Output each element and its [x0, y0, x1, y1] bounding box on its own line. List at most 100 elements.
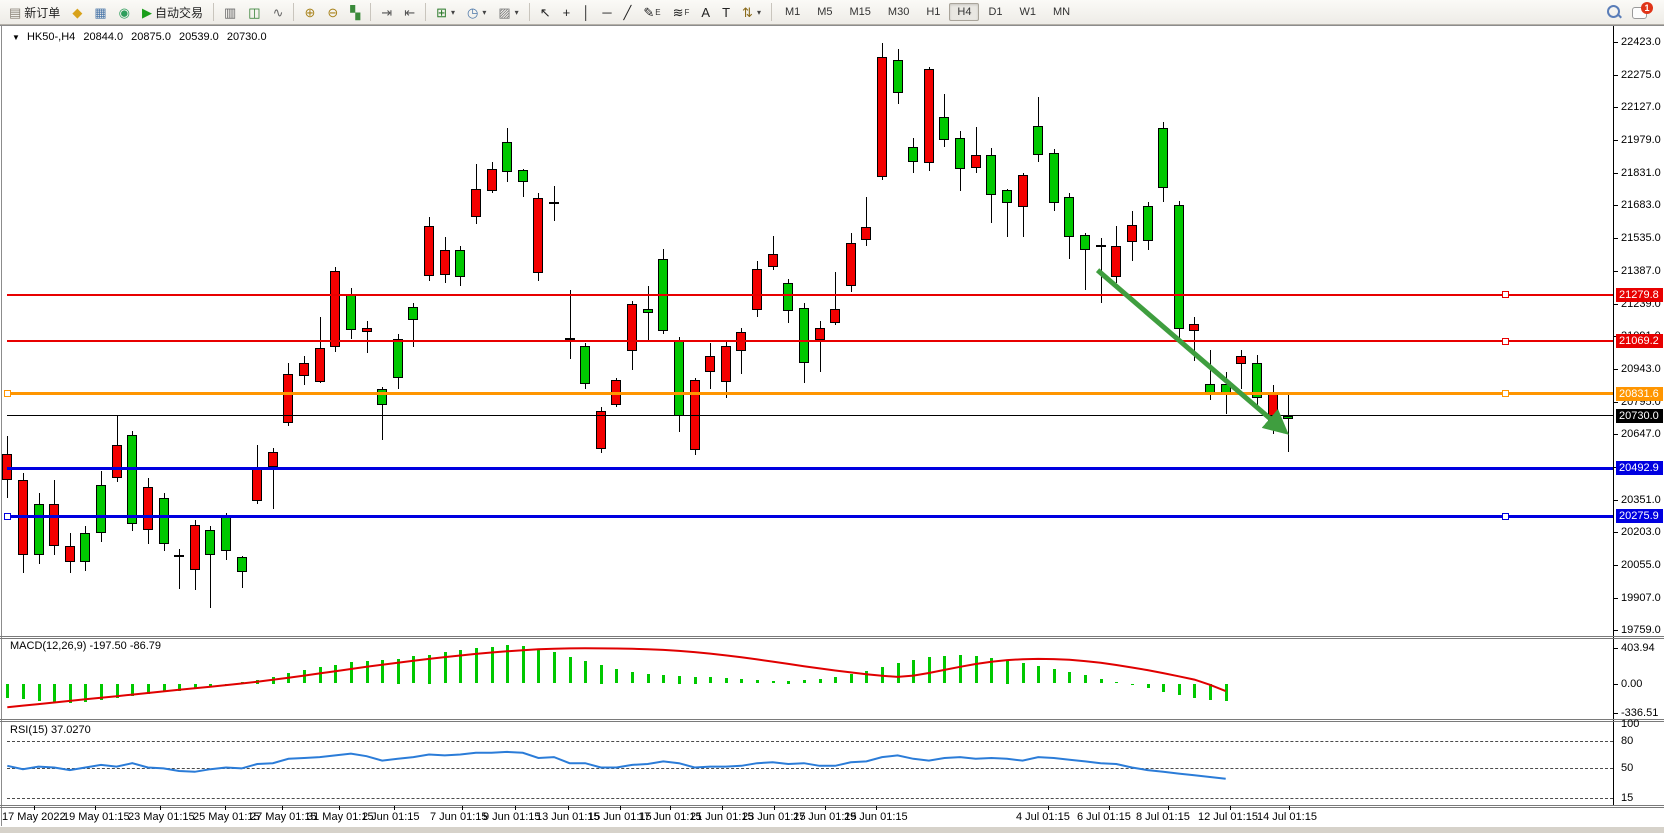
- template-button[interactable]: ▨ ▾: [493, 0, 523, 24]
- time-tick-label: 21 Jun 01:15: [690, 811, 754, 823]
- macd-bar: [850, 674, 853, 684]
- symbol-dropdown-icon[interactable]: ▼: [12, 33, 20, 42]
- price-line[interactable]: [7, 340, 1613, 342]
- text-label-icon: T: [722, 4, 731, 20]
- toolbar-separator: [770, 3, 772, 21]
- macd-bar: [787, 681, 790, 684]
- horizontal-line-icon: ─: [602, 4, 612, 20]
- autotrading-button[interactable]: ▶ 自动交易: [137, 0, 208, 24]
- dropdown-caret-icon[interactable]: ▾: [451, 7, 456, 17]
- macd-bar: [662, 675, 665, 684]
- new-order-button[interactable]: ▤ 新订单: [4, 0, 65, 24]
- macd-bar: [1022, 663, 1025, 684]
- candle-wick: [820, 321, 821, 372]
- macd-bar: [537, 648, 540, 684]
- timeframe-mn[interactable]: MN: [1053, 6, 1071, 18]
- price-tick: [1613, 140, 1618, 141]
- timeframe-m1[interactable]: M1: [784, 6, 801, 18]
- line-anchor-square[interactable]: [1502, 291, 1509, 298]
- notifications-button[interactable]: 1: [1632, 2, 1653, 20]
- pane-separator[interactable]: [0, 636, 1664, 637]
- rsi-tick-label: 15: [1621, 792, 1634, 804]
- horizontal-line-button[interactable]: ─: [597, 0, 616, 24]
- time-tick-label: 23 May 01:15: [128, 811, 195, 823]
- price-line[interactable]: [7, 294, 1613, 296]
- dropdown-caret-icon[interactable]: ▾: [514, 7, 519, 17]
- crosshair-button[interactable]: +: [558, 0, 576, 24]
- timeframe-m5[interactable]: M5: [817, 6, 833, 18]
- time-tick: [1289, 806, 1290, 810]
- channel-button[interactable]: ✎ E: [638, 0, 665, 24]
- fibonacci-button[interactable]: ≋ F: [668, 0, 695, 24]
- candle: [174, 555, 184, 558]
- line-anchor-square[interactable]: [4, 513, 11, 520]
- macd-bar: [584, 661, 587, 684]
- text-button[interactable]: A: [696, 0, 715, 24]
- new-chart-button[interactable]: ▦: [89, 0, 111, 24]
- profiles-button[interactable]: ◆: [67, 0, 87, 24]
- price-line[interactable]: [7, 467, 1613, 470]
- candle-wick: [273, 448, 274, 509]
- search-icon[interactable]: [1606, 4, 1622, 20]
- timeframe-w1[interactable]: W1: [1019, 6, 1037, 18]
- ohlc-low: 20539.0: [179, 31, 219, 43]
- candle: [971, 154, 981, 168]
- new-order-icon: ▤: [9, 4, 22, 20]
- macd-bar: [366, 661, 369, 684]
- line-anchor-square[interactable]: [1502, 390, 1509, 397]
- timeframe-d1[interactable]: D1: [988, 6, 1003, 18]
- zoom-out-button[interactable]: ⊖: [322, 0, 343, 24]
- timeframe-m30[interactable]: M30: [887, 6, 910, 18]
- periods-button[interactable]: ◷ ▾: [462, 0, 491, 24]
- bar-chart-button[interactable]: ▥: [219, 0, 241, 24]
- chart-shift-icon: ⇤: [404, 4, 416, 20]
- line-anchor-square[interactable]: [1502, 338, 1509, 345]
- timeframe-h1[interactable]: H1: [926, 6, 941, 18]
- price-tick: [1613, 402, 1618, 403]
- time-tick-label: 14 Jul 01:15: [1257, 811, 1317, 823]
- time-tick: [339, 806, 340, 810]
- chart-shift-button[interactable]: ⇤: [399, 0, 420, 24]
- zoom-in-button[interactable]: ⊕: [299, 0, 320, 24]
- dropdown-caret-icon[interactable]: ▾: [756, 7, 761, 17]
- candle: [955, 137, 965, 169]
- candlestick-button[interactable]: ◫: [243, 0, 265, 24]
- pane-separator[interactable]: [0, 805, 1664, 806]
- add-indicator-button[interactable]: ⊞ ▾: [431, 0, 460, 24]
- line-anchor-square[interactable]: [1502, 513, 1509, 520]
- auto-scroll-button[interactable]: ⇥: [376, 0, 397, 24]
- time-tick: [568, 806, 569, 810]
- price-line[interactable]: [7, 415, 1613, 416]
- arrows-button[interactable]: ⇅ ▾: [737, 0, 766, 24]
- vertical-line-button[interactable]: │: [577, 0, 595, 24]
- price-tick: [1613, 271, 1618, 272]
- crosshair-icon: +: [562, 4, 571, 20]
- macd-tick-label: 403.94: [1621, 642, 1655, 654]
- line-anchor-square[interactable]: [4, 390, 11, 397]
- candle: [393, 338, 403, 379]
- cursor-button[interactable]: ↖: [535, 0, 556, 24]
- time-tick: [225, 806, 226, 810]
- macd-bar: [678, 676, 681, 684]
- price-line[interactable]: [7, 392, 1613, 395]
- price-line[interactable]: [7, 515, 1613, 518]
- dropdown-caret-icon[interactable]: ▾: [482, 7, 487, 17]
- timeframe-h4[interactable]: H4: [949, 3, 980, 21]
- toolbar-separator: [528, 3, 530, 21]
- price-tick-label: 22127.0: [1621, 101, 1661, 113]
- chart-canvas[interactable]: [0, 26, 1664, 827]
- candle: [815, 327, 825, 340]
- line-chart-button[interactable]: ∿: [268, 0, 289, 24]
- pane-separator[interactable]: [0, 719, 1664, 720]
- tile-windows-button[interactable]: ▚: [345, 0, 365, 24]
- timeframe-m15[interactable]: M15: [849, 6, 871, 18]
- signal-button[interactable]: ◉: [114, 0, 135, 24]
- candle-wick: [866, 197, 867, 246]
- candle: [830, 308, 840, 323]
- candle: [471, 188, 481, 217]
- macd-tick-label: -336.51: [1621, 707, 1659, 719]
- text-label-button[interactable]: T: [717, 0, 735, 24]
- candle: [1236, 356, 1246, 364]
- toolbar-separator: [293, 3, 295, 21]
- trendline-button[interactable]: ╱: [619, 0, 637, 24]
